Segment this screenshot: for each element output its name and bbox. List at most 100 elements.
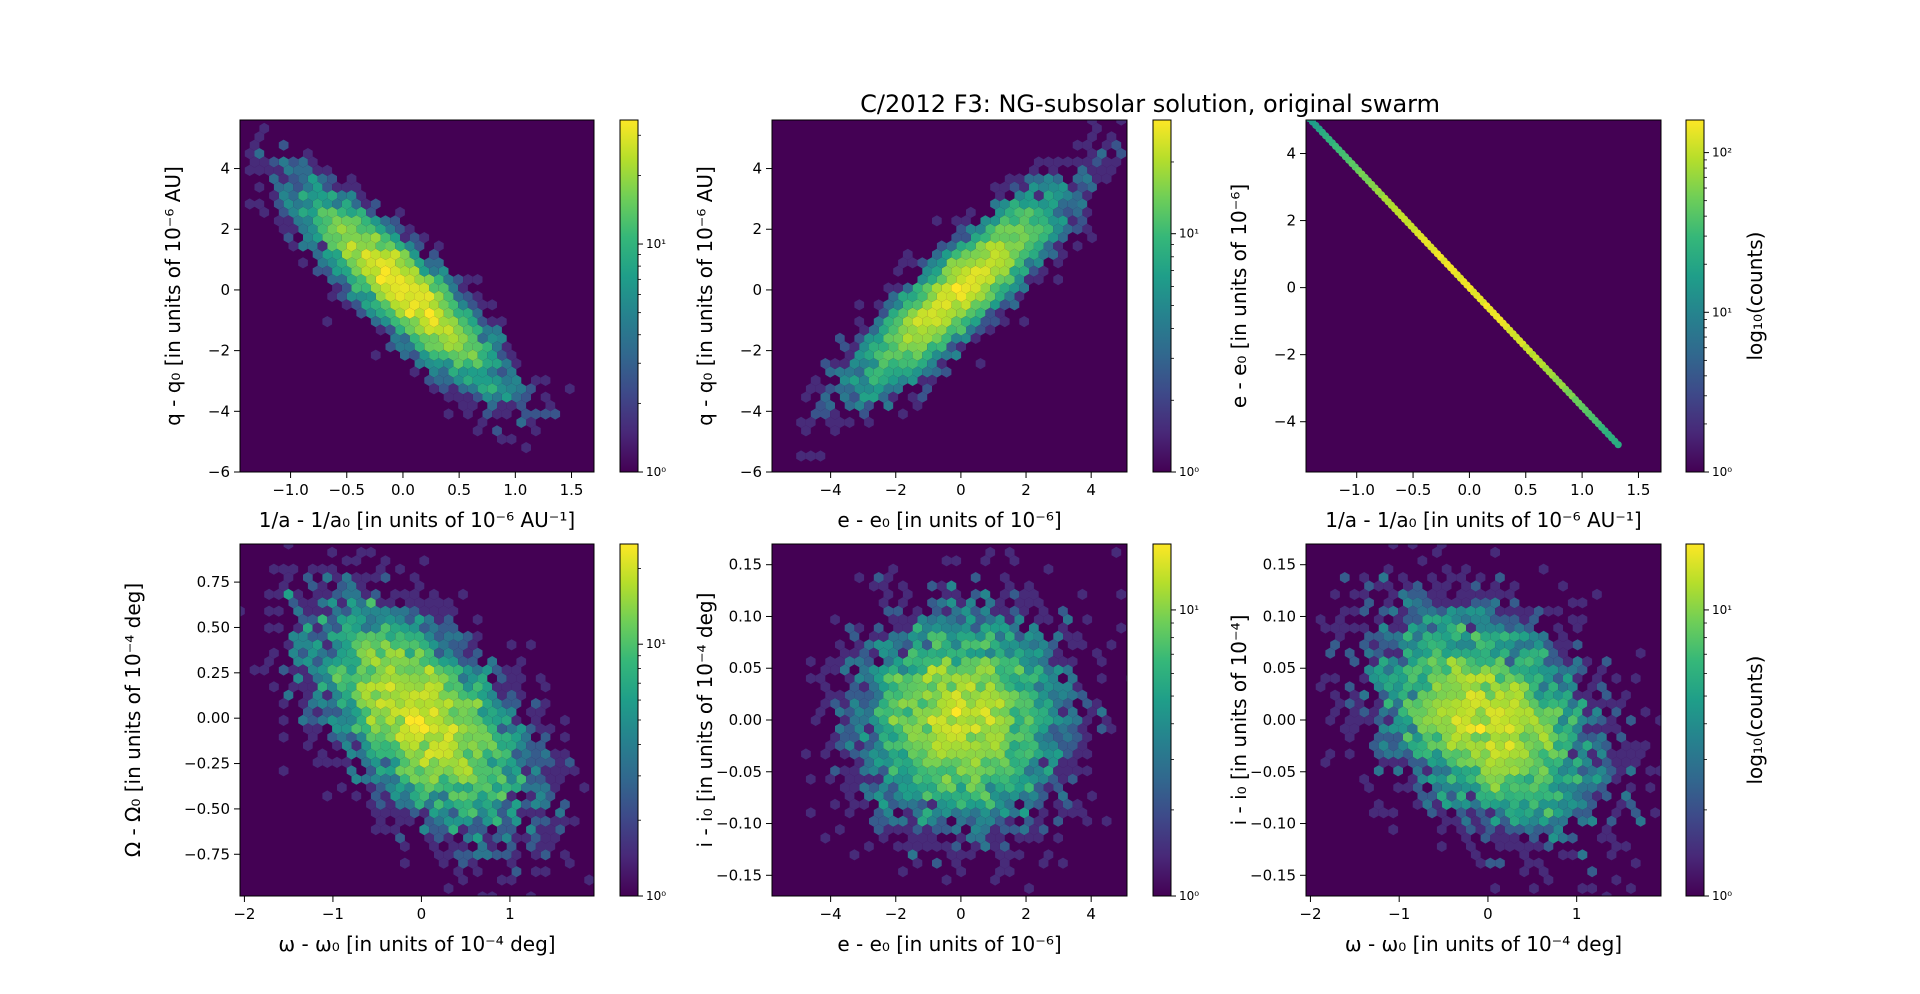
hexbin-cell <box>999 232 1010 244</box>
hexbin-cell <box>859 748 869 760</box>
hexbin-cell <box>1592 706 1602 718</box>
hexbin-cell <box>936 257 947 269</box>
hexbin-cell <box>1038 672 1049 684</box>
hexbin-cell <box>569 815 580 827</box>
hexbin-cell <box>1082 731 1093 743</box>
hexbin-cell <box>327 173 337 185</box>
hexbin-cell <box>1033 647 1044 659</box>
hexbin-cell <box>526 807 536 819</box>
hexbin-cell <box>975 664 986 676</box>
hexbin-cell <box>864 723 874 735</box>
hexbin-cell <box>1563 706 1573 718</box>
hexbin-cell <box>1072 206 1083 218</box>
hexbin-cell <box>521 731 531 743</box>
hexbin-cell <box>487 400 497 412</box>
hexbin-cell <box>1019 265 1029 277</box>
hexbin-cell <box>961 232 971 244</box>
hexbin-cell <box>477 689 488 701</box>
hexbin-cell <box>898 307 908 319</box>
hexbin-cell <box>346 257 357 269</box>
hexbin-cell <box>907 681 918 693</box>
hexbin-cell <box>864 416 874 428</box>
hexbin-cell <box>1475 756 1486 768</box>
hexbin-cell <box>443 748 454 760</box>
hexbin-cell <box>346 274 357 286</box>
hexbin-cell <box>801 425 811 437</box>
hexbin-cell <box>370 588 381 600</box>
hexbin-cell <box>443 307 454 319</box>
hexbin-cell <box>1558 698 1568 710</box>
hexbin-cell <box>975 358 986 370</box>
x-tick-label: 1.0 <box>1570 481 1594 499</box>
hexbin-cell <box>540 698 551 710</box>
hexbin-cell <box>443 647 454 659</box>
hexbin-cell <box>443 324 454 336</box>
hexbin-cell <box>497 790 507 802</box>
hexbin-cell <box>1339 622 1350 634</box>
hexbin-cell <box>1538 681 1549 693</box>
hexbin-cell <box>970 332 981 344</box>
hexbin-cell <box>361 706 371 718</box>
hexbin-cell <box>487 773 497 785</box>
hexbin-cell <box>322 265 333 277</box>
hexbin-cell <box>985 324 996 336</box>
hexbin-cell <box>961 790 971 802</box>
hexbin-cell <box>429 824 439 836</box>
hexbin-cell <box>448 790 459 802</box>
hexbin-cell <box>1378 672 1389 684</box>
hexbin-cell <box>1403 647 1413 659</box>
hexbin-cell <box>878 647 889 659</box>
hexbin-cell <box>1548 714 1559 726</box>
hexbin-cell <box>927 341 937 353</box>
hexbin-cell <box>453 341 464 353</box>
hexbin-cell <box>888 765 899 777</box>
hexbin-cell <box>288 173 299 185</box>
hexbin-cell <box>922 316 932 328</box>
hexbin-cell <box>467 790 478 802</box>
hexbin-cell <box>400 807 410 819</box>
hexbin-cell <box>1019 672 1029 684</box>
hexbin-cell <box>482 341 493 353</box>
hexbin-cell <box>975 290 986 302</box>
hexbin-cell <box>999 723 1010 735</box>
hexbin-cell <box>927 580 937 592</box>
hexbin-cell <box>946 647 957 659</box>
hexbin-cell <box>453 748 464 760</box>
hexbin-cell <box>390 282 400 294</box>
hexbin-cell <box>878 324 889 336</box>
hexbin-cell <box>1004 681 1015 693</box>
hexbin-cell <box>941 349 952 361</box>
hexbin-cell <box>443 290 454 302</box>
hexbin-cell <box>1500 832 1510 844</box>
hexbin-cell <box>985 765 996 777</box>
hexbin-cell <box>902 773 913 785</box>
hexbin-cell <box>922 622 932 634</box>
hexbin-cell <box>1296 648 1306 659</box>
hexbin-cell <box>1538 782 1549 794</box>
hexbin-cell <box>414 731 425 743</box>
hexbin-cell <box>409 672 420 684</box>
hexbin-cell <box>1393 748 1403 760</box>
hexbin-cell <box>1441 681 1452 693</box>
hexbin-cell <box>1500 630 1510 642</box>
hexbin-cell <box>409 639 420 651</box>
hexbin-cell <box>1553 706 1563 718</box>
hexbin-cells <box>1306 120 1622 449</box>
hexbin-cell <box>1383 597 1394 609</box>
hexbin-cell <box>898 614 908 626</box>
hexbin-cell <box>1558 647 1568 659</box>
hexbin-cell <box>341 198 352 210</box>
hexbin-cell <box>1548 798 1559 810</box>
hexbin-cell <box>1490 614 1500 626</box>
hexbin-cell <box>1087 790 1097 802</box>
hexbin-cell <box>1538 664 1549 676</box>
hexbin-cell <box>516 383 527 395</box>
hexbin-cell <box>898 647 908 659</box>
hexbin-cell <box>975 731 986 743</box>
hexbin-cell <box>429 689 439 701</box>
hexbin-cell <box>1582 689 1593 701</box>
hexbin-cell <box>312 215 323 227</box>
hexbin-cell <box>1344 647 1355 659</box>
hexbin-cell <box>927 681 937 693</box>
hexbin-cell <box>849 341 860 353</box>
